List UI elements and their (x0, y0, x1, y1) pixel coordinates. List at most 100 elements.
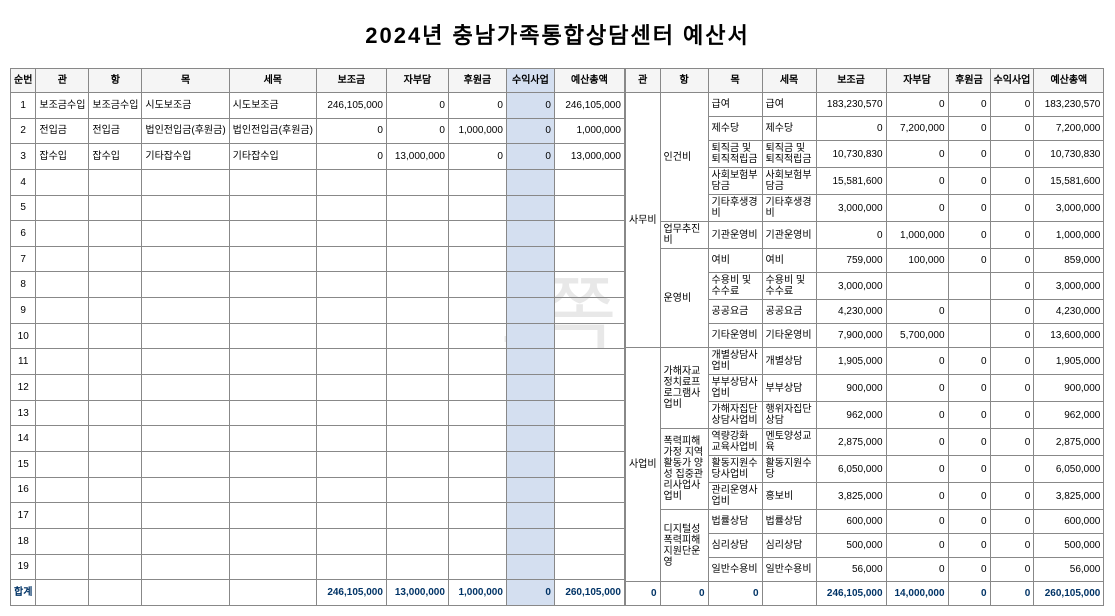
cell (142, 528, 229, 554)
cell: 0 (990, 582, 1034, 606)
cell (316, 221, 386, 247)
cell (36, 298, 89, 324)
cell (448, 503, 506, 529)
cell: 11 (11, 349, 36, 375)
cell (229, 528, 316, 554)
cell (386, 528, 448, 554)
cell (448, 554, 506, 580)
cell: 7,200,000 (1034, 117, 1104, 141)
table-row: 3잡수입잡수입기타잡수입기타잡수입013,000,0000013,000,000 (11, 144, 625, 170)
cell: 0 (990, 324, 1034, 348)
cell (506, 272, 554, 298)
cell: 0 (886, 534, 948, 558)
cell (386, 451, 448, 477)
cell: 공공요금 (708, 300, 762, 324)
cell: 인건비 (660, 93, 708, 222)
cell (229, 298, 316, 324)
cell: 0 (386, 118, 448, 144)
cell: 962,000 (816, 402, 886, 429)
cell: 0 (886, 300, 948, 324)
cell (229, 426, 316, 452)
cell (506, 195, 554, 221)
cell: 13,000,000 (386, 580, 448, 606)
cell: 246,105,000 (816, 582, 886, 606)
cell (142, 298, 229, 324)
cell: 0 (990, 222, 1034, 249)
table-row: 폭력피해가정 지역활동가 양성 집중관리사업사업비역량강화 교육사업비멘토양성교… (625, 429, 1103, 456)
cell: 15 (11, 451, 36, 477)
cell: 3,825,000 (816, 483, 886, 510)
cell: 운영비 (660, 249, 708, 348)
cell (506, 221, 554, 247)
cell: 10 (11, 323, 36, 349)
cell (36, 221, 89, 247)
cell: 0 (948, 429, 990, 456)
cell: 기타후생경비 (708, 195, 762, 222)
cell: 0 (886, 168, 948, 195)
cell: 6,050,000 (1034, 456, 1104, 483)
cell: 0 (948, 402, 990, 429)
cell (89, 554, 142, 580)
cell (386, 375, 448, 401)
cell (229, 554, 316, 580)
cell: 합계 (11, 580, 36, 606)
cell: 100,000 (886, 249, 948, 273)
cell: 16 (11, 477, 36, 503)
cell (448, 246, 506, 272)
cell: 0 (948, 222, 990, 249)
cell (554, 221, 624, 247)
cell: 0 (990, 510, 1034, 534)
col-header: 목 (708, 69, 762, 93)
col-header: 관 (625, 69, 660, 93)
cell: 15,581,600 (816, 168, 886, 195)
cell (36, 426, 89, 452)
cell: 0 (886, 348, 948, 375)
cell (386, 400, 448, 426)
cell (554, 503, 624, 529)
cell (142, 323, 229, 349)
cell (229, 195, 316, 221)
cell: 보조금수입 (89, 93, 142, 119)
cell (448, 426, 506, 452)
table-row: 14 (11, 426, 625, 452)
cell: 1,000,000 (554, 118, 624, 144)
cell (948, 324, 990, 348)
cell (89, 375, 142, 401)
cell: 4,230,000 (816, 300, 886, 324)
cell (142, 580, 229, 606)
cell: 0 (886, 195, 948, 222)
table-row: 8 (11, 272, 625, 298)
col-header: 목 (142, 69, 229, 93)
cell (506, 503, 554, 529)
cell: 0 (506, 118, 554, 144)
cell (142, 477, 229, 503)
cell (229, 221, 316, 247)
cell (36, 195, 89, 221)
cell (36, 503, 89, 529)
cell (316, 298, 386, 324)
cell (89, 503, 142, 529)
cell: 0 (660, 582, 708, 606)
cell: 1,000,000 (886, 222, 948, 249)
cell (762, 582, 816, 606)
cell: 0 (990, 483, 1034, 510)
cell (448, 298, 506, 324)
cell (886, 273, 948, 300)
cell: 업무추진비 (660, 222, 708, 249)
cell: 전입금 (36, 118, 89, 144)
table-row: 사업비가해자교정치료프로그램사업비개별상담사업비개별상담1,905,000000… (625, 348, 1103, 375)
cell: 수용비 및 수수료 (762, 273, 816, 300)
cell: 7,900,000 (816, 324, 886, 348)
cell (554, 400, 624, 426)
cell: 2,875,000 (1034, 429, 1104, 456)
cell: 0 (948, 249, 990, 273)
cell: 부부상담 (762, 375, 816, 402)
cell: 759,000 (816, 249, 886, 273)
table-row: 17 (11, 503, 625, 529)
col-header: 자부담 (386, 69, 448, 93)
table-row: 7 (11, 246, 625, 272)
cell (229, 400, 316, 426)
table-row: 13 (11, 400, 625, 426)
cell (506, 451, 554, 477)
cell (506, 298, 554, 324)
